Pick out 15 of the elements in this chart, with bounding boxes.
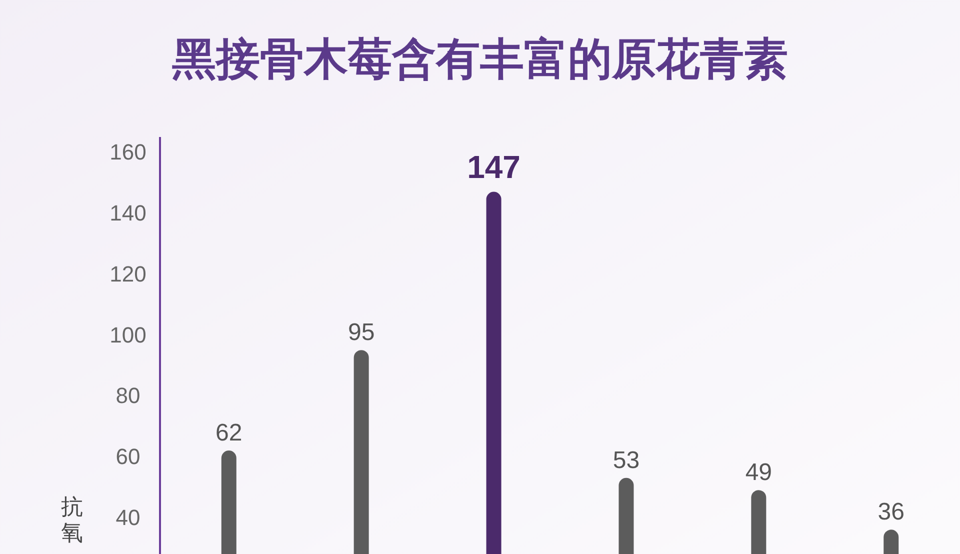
data-label: 36	[878, 498, 904, 526]
data-label: 62	[216, 420, 242, 447]
y-tick-label: 80	[116, 383, 140, 408]
y-tick-label: 140	[110, 200, 146, 226]
y-axis-title: 抗氧	[61, 494, 83, 545]
y-tick-label: 120	[110, 261, 146, 286]
y-tick-label: 60	[116, 444, 140, 470]
data-label: 49	[745, 459, 772, 486]
data-label: 53	[612, 446, 640, 474]
data-label: 147	[467, 148, 520, 185]
y-tick-label: 40	[116, 504, 140, 530]
y-tick-label: 100	[110, 322, 146, 348]
data-label: 95	[348, 319, 375, 346]
chart-title: 黑接骨木莓含有丰富的原花青素	[172, 35, 788, 84]
y-tick-label: 160	[110, 140, 146, 165]
